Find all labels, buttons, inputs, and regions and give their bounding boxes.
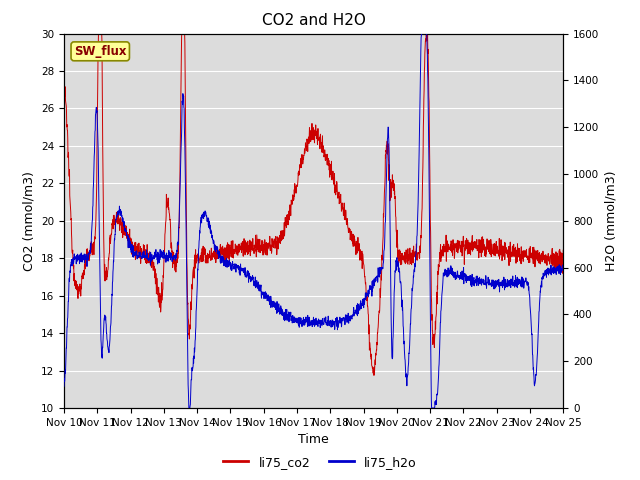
Legend: li75_co2, li75_h2o: li75_co2, li75_h2o xyxy=(218,451,422,474)
Text: SW_flux: SW_flux xyxy=(74,45,127,58)
Title: CO2 and H2O: CO2 and H2O xyxy=(262,13,365,28)
X-axis label: Time: Time xyxy=(298,433,329,446)
Y-axis label: CO2 (mmol/m3): CO2 (mmol/m3) xyxy=(22,171,35,271)
Y-axis label: H2O (mmol/m3): H2O (mmol/m3) xyxy=(605,170,618,271)
